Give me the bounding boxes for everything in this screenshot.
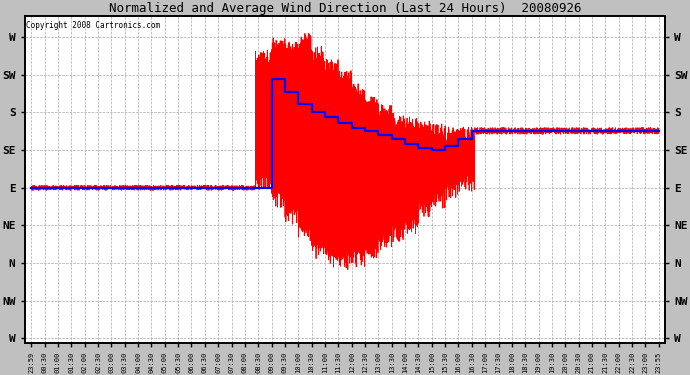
Title: Normalized and Average Wind Direction (Last 24 Hours)  20080926: Normalized and Average Wind Direction (L…: [109, 2, 581, 15]
Text: Copyright 2008 Cartronics.com: Copyright 2008 Cartronics.com: [26, 21, 160, 30]
